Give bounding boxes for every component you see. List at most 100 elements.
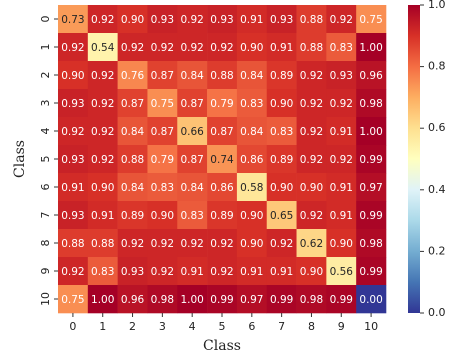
cell-label: 0.97 [359, 182, 382, 194]
y-tick-label: 5 [39, 156, 52, 163]
cell-label: 0.90 [240, 210, 263, 222]
colorbar-tick-label: 0.6 [428, 121, 446, 134]
cell-label: 0.91 [270, 266, 293, 278]
heatmap-cell [147, 61, 178, 90]
heatmap-cell [87, 201, 118, 230]
cell-label: 0.90 [121, 14, 144, 26]
cell-label: 0.91 [330, 182, 353, 194]
heatmap-cell [236, 201, 268, 230]
cell-label: 0.75 [151, 98, 174, 110]
heatmap-cell [236, 229, 268, 258]
heatmap-cell [356, 173, 387, 202]
heatmap-cell [296, 61, 327, 90]
heatmap-cell [296, 201, 327, 230]
cell-label: 0.92 [91, 98, 114, 110]
colorbar [408, 5, 420, 313]
heatmap-cell [147, 285, 178, 314]
heatmap-cell [87, 285, 118, 314]
cell-label: 0.92 [180, 42, 203, 54]
heatmap-cell [207, 173, 238, 202]
cell-label: 0.83 [91, 266, 114, 278]
heatmap-cell [236, 117, 268, 146]
x-tick-label: 9 [338, 320, 345, 333]
heatmap-cell [147, 145, 178, 174]
cell-label: 0.88 [91, 238, 114, 250]
cell-label: 0.65 [270, 210, 293, 222]
cell-label: 0.97 [240, 294, 263, 306]
heatmap-cell [117, 201, 148, 230]
heatmap-cell [147, 33, 178, 62]
heatmap-cell [58, 89, 89, 118]
cell-label: 0.58 [240, 182, 263, 194]
heatmap-cell [296, 173, 327, 202]
heatmap-cell [147, 173, 178, 202]
cell-label: 0.92 [151, 266, 174, 278]
heatmap-cell [117, 257, 148, 286]
heatmap-cell [326, 229, 357, 258]
cell-label: 0.84 [240, 70, 264, 82]
y-tick-label: 0 [39, 16, 52, 23]
heatmap-cell [236, 33, 268, 62]
heatmap-cell [236, 89, 268, 118]
cell-label: 0.84 [180, 182, 204, 194]
heatmap-cell [296, 89, 327, 118]
cell-label: 0.98 [300, 294, 323, 306]
cell-label: 0.92 [300, 126, 323, 138]
cell-label: 0.92 [270, 238, 293, 250]
heatmap-cell [207, 201, 238, 230]
cell-label: 0.92 [210, 238, 233, 250]
heatmap-cell [87, 61, 118, 90]
heatmap-cell [266, 33, 297, 62]
cell-label: 0.87 [180, 154, 203, 166]
heatmap-cell [58, 61, 89, 90]
heatmap-cell [236, 173, 268, 202]
cell-label: 0.99 [359, 154, 382, 166]
cell-label: 0.91 [91, 210, 114, 222]
heatmap-cell [356, 61, 387, 90]
cell-label: 0.84 [180, 70, 204, 82]
cell-label: 0.74 [210, 154, 234, 166]
cell-label: 0.99 [359, 266, 382, 278]
cell-label: 0.96 [121, 294, 145, 306]
x-tick-label: 3 [159, 320, 166, 333]
cell-label: 0.91 [330, 126, 353, 138]
cell-label: 0.83 [180, 210, 203, 222]
heatmap-cell [296, 33, 327, 62]
heatmap-cell [236, 285, 268, 314]
cell-label: 0.93 [330, 70, 353, 82]
cell-label: 0.92 [210, 42, 233, 54]
cell-label: 0.90 [61, 70, 84, 82]
cell-label: 0.79 [210, 98, 233, 110]
cell-label: 0.88 [300, 42, 323, 54]
cell-label: 0.92 [210, 266, 233, 278]
cell-label: 1.00 [180, 294, 203, 306]
heatmap-cell [266, 257, 297, 286]
y-tick-label: 3 [39, 100, 52, 107]
cell-label: 0.88 [61, 238, 84, 250]
cell-label: 0.88 [210, 70, 233, 82]
heatmap-cell [266, 61, 297, 90]
cell-label: 0.91 [240, 266, 263, 278]
heatmap-cell [296, 117, 327, 146]
colorbar-tick-label: 0.0 [428, 306, 446, 319]
cell-label: 0.91 [240, 14, 263, 26]
colorbar-tick-label: 1.0 [428, 0, 446, 11]
cell-label: 1.00 [91, 294, 114, 306]
heatmap-cell [326, 117, 357, 146]
heatmap-cell [326, 257, 357, 286]
cell-label: 0.87 [151, 70, 174, 82]
heatmap-cell [266, 229, 297, 258]
cell-label: 0.62 [300, 238, 323, 250]
cell-label: 0.87 [121, 98, 144, 110]
cell-label: 0.89 [270, 70, 293, 82]
cell-label: 0.00 [359, 294, 382, 306]
heatmap-cell [326, 89, 357, 118]
heatmap-cell [296, 145, 327, 174]
cell-label: 0.79 [151, 154, 174, 166]
heatmap-cell [207, 145, 238, 174]
cell-label: 0.92 [151, 238, 174, 250]
heatmap-cell [266, 201, 297, 230]
cell-label: 0.56 [330, 266, 354, 278]
cell-label: 0.92 [91, 154, 114, 166]
